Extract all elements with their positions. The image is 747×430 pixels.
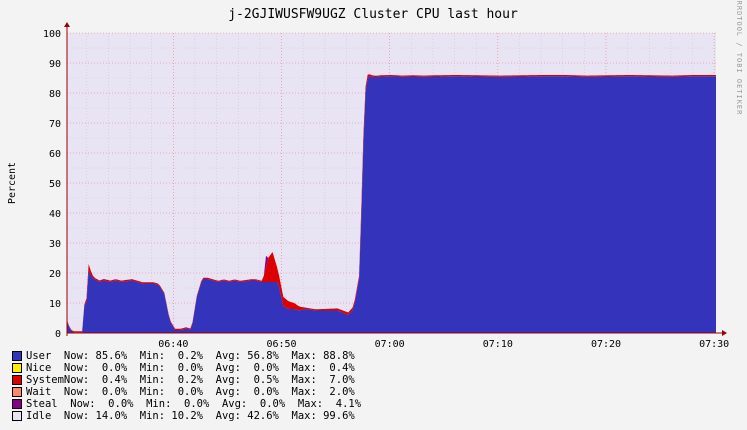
legend-row-steal: Steal Now: 0.0% Min: 0.0% Avg: 0.0% Max:… — [12, 398, 361, 410]
legend-text: User Now: 85.6% Min: 0.2% Avg: 56.8% Max… — [26, 350, 355, 362]
legend-text: Idle Now: 14.0% Min: 10.2% Avg: 42.6% Ma… — [26, 410, 355, 422]
legend: User Now: 85.6% Min: 0.2% Avg: 56.8% Max… — [12, 350, 361, 422]
rrdtool-credit: RRDTOOL / TOBI OETIKER — [735, 1, 743, 116]
legend-row-system: SystemNow: 0.4% Min: 0.2% Avg: 0.5% Max:… — [12, 374, 361, 386]
legend-text: Nice Now: 0.0% Min: 0.0% Avg: 0.0% Max: … — [26, 362, 355, 374]
y-tick-label: 40 — [49, 209, 61, 220]
legend-row-nice: Nice Now: 0.0% Min: 0.0% Avg: 0.0% Max: … — [12, 362, 361, 374]
y-tick-label: 80 — [49, 89, 61, 100]
x-tick-label: 06:50 — [266, 339, 296, 350]
y-tick-labels: 0 10 20 30 40 50 60 70 80 90 100 — [43, 29, 61, 340]
y-axis-label: Percent — [7, 162, 18, 204]
y-tick-label: 60 — [49, 149, 61, 160]
y-tick-label: 10 — [49, 299, 61, 310]
y-tick-label: 0 — [55, 329, 61, 340]
legend-swatch — [12, 411, 22, 421]
y-tick-label: 30 — [49, 239, 61, 250]
legend-swatch — [12, 375, 22, 385]
legend-row-idle: Idle Now: 14.0% Min: 10.2% Avg: 42.6% Ma… — [12, 410, 361, 422]
x-tick-label: 07:00 — [375, 339, 405, 350]
series-areas — [67, 74, 716, 333]
y-tick-label: 50 — [49, 179, 61, 190]
x-tick-label: 07:20 — [591, 339, 621, 350]
legend-swatch — [12, 351, 22, 361]
legend-row-user: User Now: 85.6% Min: 0.2% Avg: 56.8% Max… — [12, 350, 361, 362]
x-tick-label: 07:10 — [483, 339, 513, 350]
y-axis-arrow — [64, 22, 70, 27]
legend-text: Wait Now: 0.0% Min: 0.0% Avg: 0.0% Max: … — [26, 386, 355, 398]
legend-swatch — [12, 399, 22, 409]
series-area-user — [67, 76, 716, 333]
x-tick-label: 07:30 — [699, 339, 729, 350]
legend-swatch — [12, 363, 22, 373]
x-tick-label: 06:40 — [158, 339, 188, 350]
y-tick-label: 70 — [49, 119, 61, 130]
legend-text: SystemNow: 0.4% Min: 0.2% Avg: 0.5% Max:… — [26, 374, 355, 386]
y-tick-label: 20 — [49, 269, 61, 280]
x-tick-labels: 06:40 06:50 07:00 07:10 07:20 07:30 — [158, 339, 729, 350]
legend-text: Steal Now: 0.0% Min: 0.0% Avg: 0.0% Max:… — [26, 398, 362, 410]
chart-title: j-2GJIWUSFW9UGZ Cluster CPU last hour — [228, 7, 518, 22]
y-tick-label: 90 — [49, 59, 61, 70]
x-axis-arrow — [722, 330, 727, 336]
legend-row-wait: Wait Now: 0.0% Min: 0.0% Avg: 0.0% Max: … — [12, 386, 361, 398]
y-tick-label: 100 — [43, 29, 61, 40]
axes — [64, 22, 727, 336]
legend-swatch — [12, 387, 22, 397]
